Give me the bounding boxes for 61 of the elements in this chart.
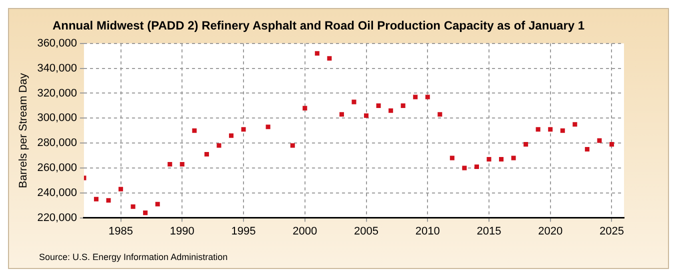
y-tick-label: 300,000 bbox=[37, 112, 77, 124]
point bbox=[168, 162, 172, 166]
x-tick-label: 2000 bbox=[292, 225, 318, 238]
x-tick-label: 2010 bbox=[415, 225, 440, 238]
x-tick-label: 2005 bbox=[354, 225, 378, 238]
point bbox=[376, 103, 381, 108]
point bbox=[572, 122, 578, 127]
x-tick-label: 1995 bbox=[231, 225, 256, 238]
x-tick-label: 2025 bbox=[599, 225, 624, 238]
y-tick-label: 220,000 bbox=[37, 212, 77, 224]
chart-title: Annual Midwest (PADD 2) Refinery Asphalt and Road Oil Production Capacity as of January 1 bbox=[52, 18, 585, 33]
y-axis-title: Barrels per Stream Day bbox=[18, 72, 30, 188]
point bbox=[597, 138, 602, 143]
point bbox=[400, 103, 406, 108]
point bbox=[228, 133, 234, 138]
point bbox=[352, 100, 356, 104]
point bbox=[130, 204, 136, 209]
point bbox=[241, 127, 246, 132]
point bbox=[388, 108, 394, 113]
point bbox=[180, 162, 184, 166]
point bbox=[584, 147, 590, 152]
y-tick-label: 340,000 bbox=[37, 62, 77, 74]
point bbox=[290, 143, 295, 148]
point bbox=[425, 94, 430, 100]
y-tick-label: 240,000 bbox=[37, 186, 77, 199]
x-tick-label: 1990 bbox=[170, 225, 194, 238]
point bbox=[155, 202, 160, 206]
point bbox=[216, 143, 222, 148]
point bbox=[302, 106, 308, 110]
point bbox=[560, 128, 565, 133]
point bbox=[364, 113, 369, 118]
point bbox=[314, 51, 320, 56]
point bbox=[143, 210, 148, 216]
point bbox=[266, 124, 270, 130]
x-tick-label: 2015 bbox=[476, 225, 502, 238]
point bbox=[462, 166, 467, 170]
point bbox=[106, 198, 111, 203]
point bbox=[609, 142, 614, 147]
point bbox=[339, 112, 344, 117]
point bbox=[511, 156, 516, 160]
point bbox=[118, 186, 124, 192]
y-tick-label: 280,000 bbox=[37, 137, 77, 150]
point bbox=[524, 142, 528, 147]
point bbox=[499, 156, 504, 162]
point bbox=[413, 94, 418, 100]
y-tick-label: 360,000 bbox=[37, 37, 77, 50]
point bbox=[94, 196, 98, 202]
point bbox=[548, 127, 553, 132]
point bbox=[192, 128, 197, 133]
point bbox=[474, 164, 479, 169]
y-tick-label: 320,000 bbox=[37, 87, 77, 100]
point bbox=[486, 156, 492, 162]
x-tick-label: 1985 bbox=[108, 225, 134, 238]
point bbox=[204, 152, 209, 157]
y-tick-label: 260,000 bbox=[37, 162, 77, 174]
point bbox=[438, 112, 442, 117]
point bbox=[327, 56, 332, 61]
x-tick-label: 2020 bbox=[538, 225, 563, 238]
point bbox=[536, 127, 540, 132]
source-note: Source: U.S. Energy Information Administration bbox=[39, 252, 228, 262]
point bbox=[450, 156, 454, 160]
